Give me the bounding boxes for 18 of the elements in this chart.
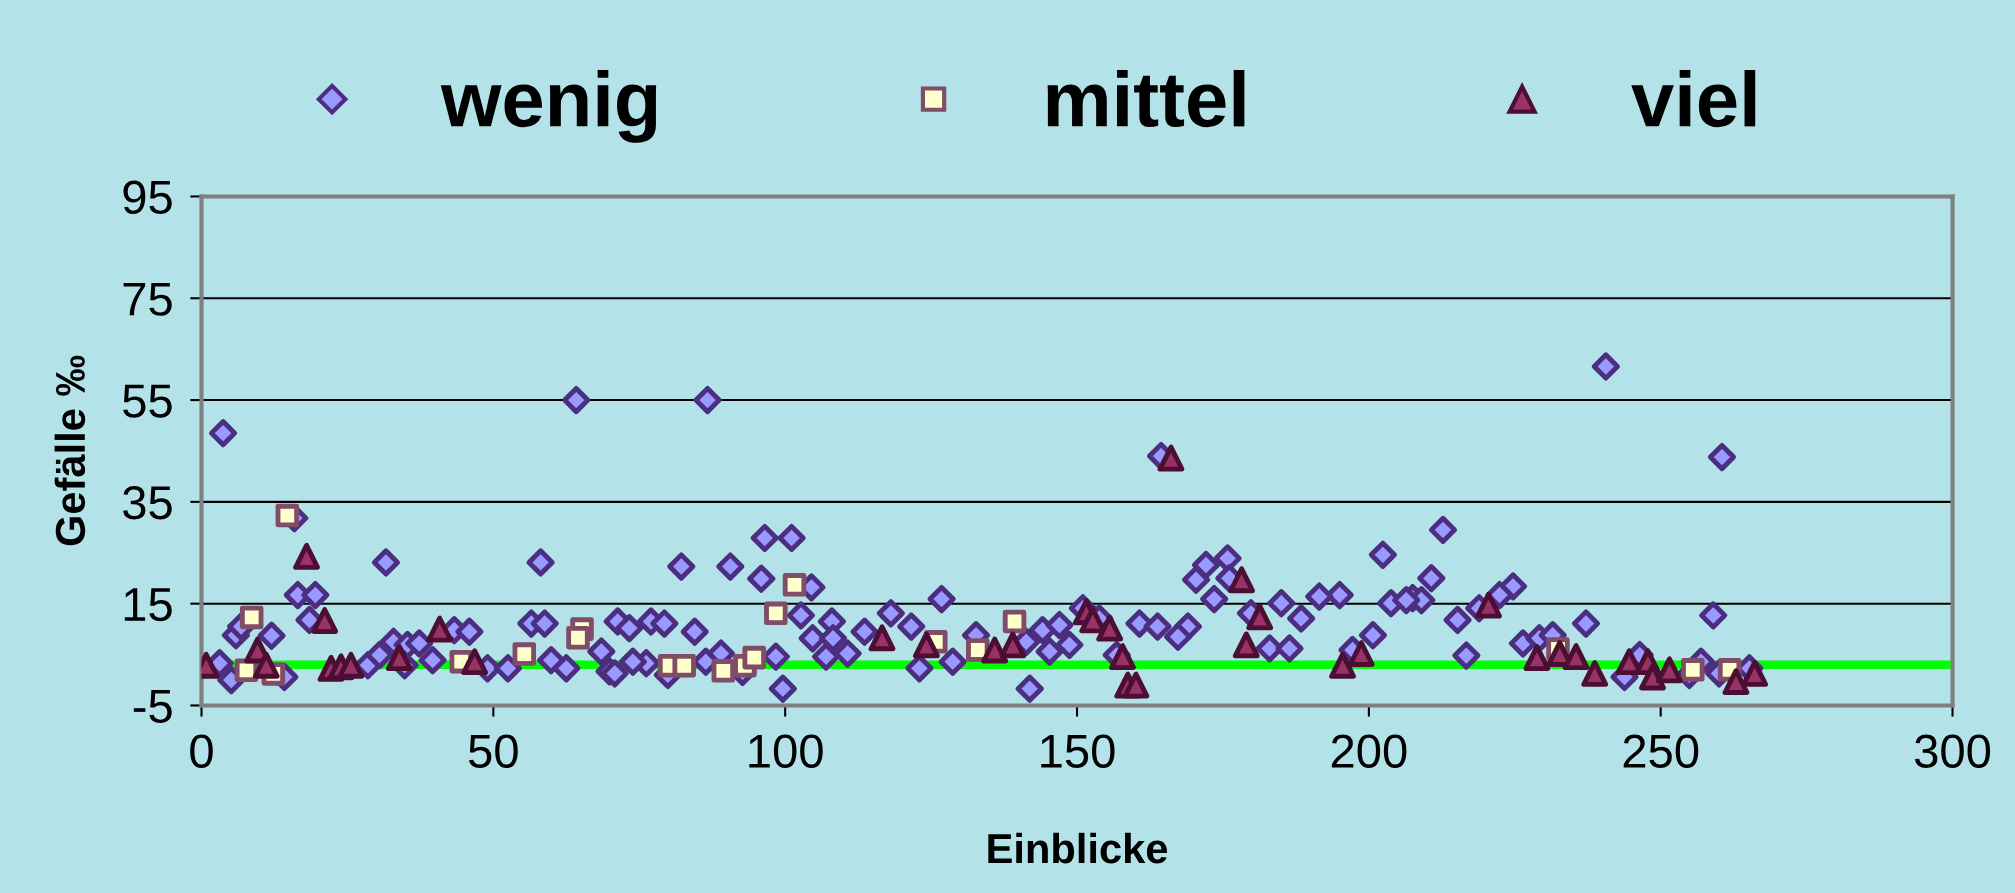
x-tick-label: 100 [749,734,823,768]
y-tick-label: 75 [123,282,172,316]
legend-label: mittel [1047,70,1245,128]
x-tick-label: 300 [1914,734,1991,768]
y-tick-label: -5 [133,690,172,724]
y-axis-title: Gefälle ‰ [54,355,86,546]
x-tick-label: 50 [468,734,518,768]
y-tick-label: 15 [124,588,172,622]
y-tick-label: 95 [123,180,172,215]
x-tick-label: 0 [190,734,213,768]
x-tick-label: 250 [1623,734,1699,768]
y-tick-label: 55 [123,384,172,418]
x-axis-title: Einblicke [988,832,1168,864]
x-tick-label: 200 [1331,734,1407,768]
y-tick-label: 35 [123,486,172,520]
legend-label: wenig [440,70,657,143]
x-tick-label: 150 [1041,734,1115,768]
legend-label: viel [1631,70,1756,128]
